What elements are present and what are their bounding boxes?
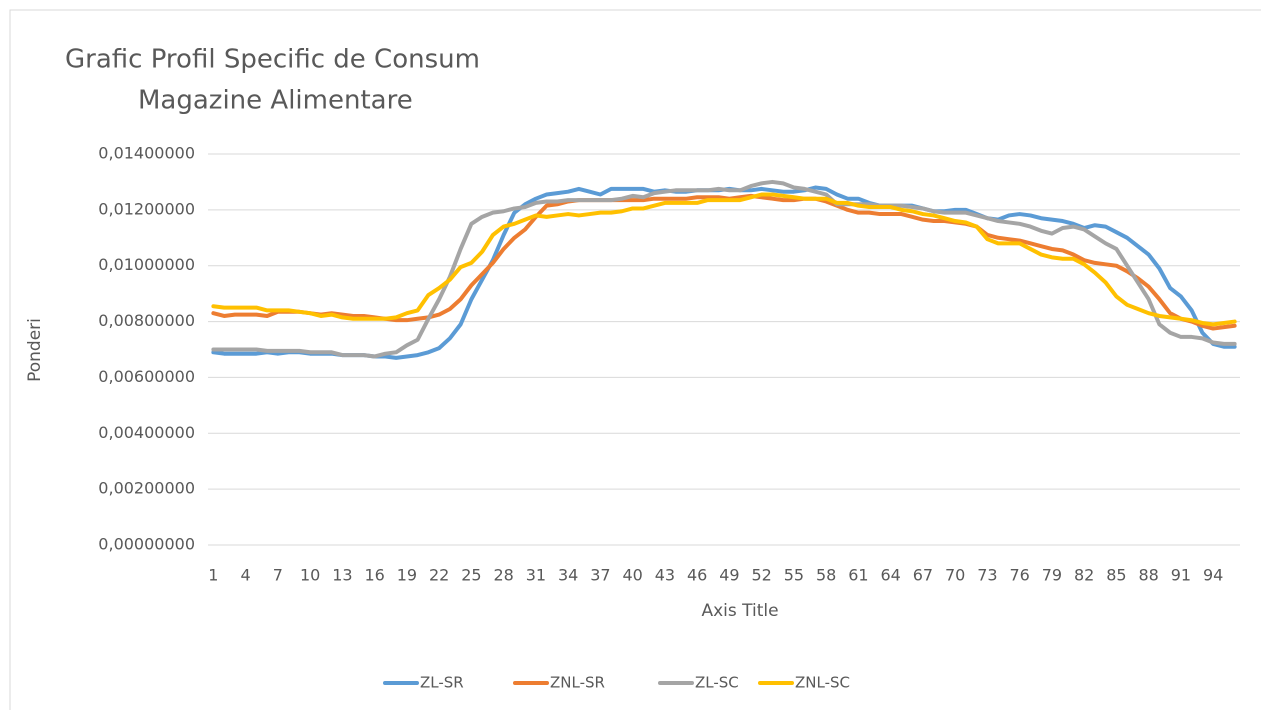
x-tick-label: 28 — [493, 566, 513, 585]
x-tick-label: 46 — [687, 566, 707, 585]
x-tick-label: 1 — [208, 566, 218, 585]
legend-label: ZNL-SR — [550, 674, 605, 692]
x-tick-label: 4 — [241, 566, 251, 585]
x-tick-label: 16 — [364, 566, 384, 585]
y-tick-label: 0,01000000 — [98, 255, 195, 274]
x-tick-label: 70 — [945, 566, 965, 585]
x-tick-label: 10 — [300, 566, 320, 585]
y-tick-label: 0,00600000 — [98, 367, 195, 386]
legend-label: ZL-SR — [420, 674, 464, 692]
y-axis-title: Ponderi — [25, 318, 45, 382]
chart-border — [9, 9, 1261, 710]
x-tick-label: 85 — [1106, 566, 1126, 585]
x-tick-label: 82 — [1074, 566, 1094, 585]
y-tick-label: 0,00800000 — [98, 311, 195, 330]
x-tick-label: 19 — [397, 566, 417, 585]
x-tick-label: 91 — [1171, 566, 1191, 585]
x-axis-title: Axis Title — [701, 601, 778, 621]
x-tick-label: 13 — [332, 566, 352, 585]
line-series — [211, 192, 1237, 327]
chart-title: Grafic Profil Specific de Consum — [65, 45, 480, 75]
line-series — [211, 179, 1237, 359]
y-tick-label: 0,00400000 — [98, 423, 195, 442]
x-tick-label: 64 — [880, 566, 900, 585]
x-tick-label: 94 — [1203, 566, 1223, 585]
y-tick-label: 0,00000000 — [98, 535, 195, 554]
x-tick-label: 49 — [719, 566, 739, 585]
y-tick-label: 0,00200000 — [98, 479, 195, 498]
x-tick-label: 52 — [751, 566, 771, 585]
legend-label: ZL-SC — [695, 674, 739, 692]
x-tick-label: 43 — [655, 566, 675, 585]
y-tick-label: 0,01400000 — [98, 144, 195, 163]
x-tick-label: 76 — [1009, 566, 1029, 585]
x-tick-label: 34 — [558, 566, 578, 585]
x-tick-label: 7 — [273, 566, 283, 585]
x-tick-label: 55 — [784, 566, 804, 585]
legend-label: ZNL-SC — [795, 674, 850, 692]
x-tick-label: 67 — [913, 566, 933, 585]
x-tick-label: 40 — [622, 566, 642, 585]
x-tick-label: 25 — [461, 566, 481, 585]
x-tick-label: 37 — [590, 566, 610, 585]
y-tick-label: 0,01200000 — [98, 199, 195, 218]
x-tick-label: 31 — [526, 566, 546, 585]
x-tick-label: 79 — [1042, 566, 1062, 585]
x-tick-label: 58 — [816, 566, 836, 585]
x-tick-label: 61 — [848, 566, 868, 585]
chart-title: Magazine Alimentare — [138, 86, 413, 116]
x-tick-label: 88 — [1138, 566, 1158, 585]
x-tick-label: 73 — [977, 566, 997, 585]
x-tick-label: 22 — [429, 566, 449, 585]
